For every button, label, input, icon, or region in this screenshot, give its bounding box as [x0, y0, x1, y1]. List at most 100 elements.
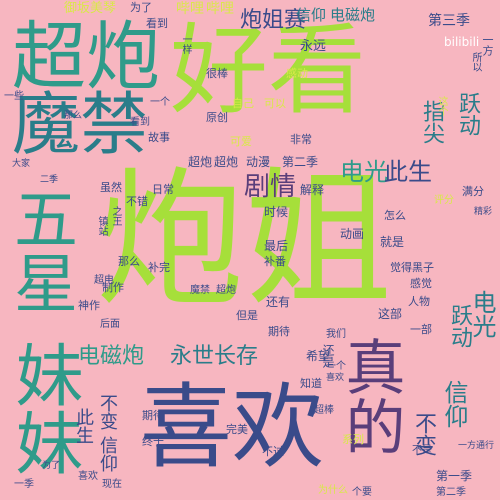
word: 现在: [102, 479, 122, 490]
word: 超炮: [216, 285, 236, 296]
word: 一些: [4, 91, 24, 102]
word: 虽然: [100, 181, 122, 194]
word: 之王: [110, 206, 121, 226]
word: 妹妹: [3, 340, 82, 476]
word: 所以: [470, 52, 481, 72]
word: 镇站: [96, 216, 107, 236]
word: 第一季: [436, 469, 473, 483]
word: 怎么: [384, 209, 406, 222]
word: 一方通行: [458, 441, 495, 451]
word: 评分: [434, 195, 454, 206]
word: 信仰: [440, 380, 468, 428]
word: 人物: [408, 295, 430, 308]
word: 二季: [40, 175, 59, 185]
word: 喜欢: [326, 373, 345, 383]
word: 黑子: [412, 261, 434, 274]
word: 此生: [384, 158, 432, 186]
word: 好看: [170, 14, 367, 128]
word: bilibili: [444, 35, 480, 49]
word: 信仰: [97, 436, 118, 472]
word: 一季: [14, 479, 34, 490]
word: 这部: [378, 307, 403, 321]
word: 自己: [232, 97, 254, 110]
word: 超棒: [314, 405, 334, 416]
word: 超炮: [12, 14, 160, 100]
word: 解释: [300, 183, 325, 197]
word: 一样: [180, 34, 191, 54]
word: 魔禁: [190, 285, 210, 296]
word: 电光: [468, 290, 496, 338]
word: 不变: [97, 394, 118, 430]
word: 跃动: [447, 304, 472, 348]
word: 电光: [340, 158, 388, 186]
word: 个要: [352, 487, 372, 498]
word: 第二季: [436, 487, 466, 498]
word: 希望: [306, 349, 331, 363]
word: 指尖: [419, 100, 444, 144]
word: 超炮: [214, 155, 239, 169]
word: 一个: [326, 361, 346, 372]
word: 不错: [126, 195, 148, 208]
word: 那么: [64, 111, 83, 121]
word: 但是: [236, 309, 258, 322]
word: 感动: [286, 67, 308, 80]
word: 知道: [300, 377, 322, 390]
word: 故事: [148, 131, 170, 144]
word: 永世长存: [170, 344, 259, 369]
word: 感觉: [410, 277, 432, 290]
word: 第三季: [428, 13, 470, 29]
word: 御坂美琴: [64, 1, 117, 16]
word: 期待: [268, 325, 290, 338]
word: 一方: [481, 34, 494, 56]
word: 不变: [411, 412, 436, 456]
word: 补完: [148, 261, 170, 274]
word: 信仰: [296, 6, 327, 24]
word: 为了: [130, 1, 152, 14]
word: 真的: [335, 336, 405, 456]
word: 还是: [321, 344, 335, 368]
word: 就是: [380, 235, 405, 249]
word: 期待: [142, 409, 164, 422]
word: 超炮: [188, 155, 213, 169]
word: 不是: [412, 445, 432, 456]
word: 跃动: [455, 92, 480, 136]
word: 完美: [226, 423, 248, 436]
word: 第二季: [282, 155, 319, 169]
word: 可以: [264, 97, 286, 110]
word: 为什么: [318, 485, 348, 496]
word: 日常: [152, 183, 174, 196]
word: 哔哩: [206, 1, 234, 17]
word: 满分: [462, 185, 484, 198]
word: 看到: [130, 117, 150, 128]
word: 最后: [264, 239, 289, 253]
word: 此生: [73, 408, 94, 444]
word: 喜欢: [78, 471, 98, 482]
word: 可爱: [230, 135, 252, 148]
word: 神作: [78, 299, 100, 312]
word: 电磁炮: [330, 6, 376, 24]
word: 补番: [264, 255, 286, 268]
word: 那么: [118, 255, 140, 268]
word: 五星: [3, 186, 77, 314]
word: 炮姐: [96, 154, 392, 326]
word: 我们: [326, 329, 346, 340]
word: 炮姐赛: [240, 8, 307, 33]
word: 时候: [264, 205, 289, 219]
word: 觉得: [390, 261, 412, 274]
word: 看到: [146, 17, 168, 30]
word: 不过: [262, 445, 284, 458]
word: 大家: [12, 159, 31, 169]
word: 动漫: [246, 155, 271, 169]
word: 超电: [94, 275, 114, 286]
word: 这个: [436, 96, 447, 116]
word: 一个: [150, 97, 170, 108]
word: 终于: [142, 435, 164, 448]
word: 电磁炮: [78, 344, 145, 369]
word: 很棒: [206, 67, 228, 80]
word: 魔禁: [12, 86, 149, 165]
word: 精彩: [474, 207, 493, 217]
word: 系列: [342, 433, 364, 446]
word: 为了: [42, 461, 61, 471]
word: 永远: [300, 39, 327, 54]
